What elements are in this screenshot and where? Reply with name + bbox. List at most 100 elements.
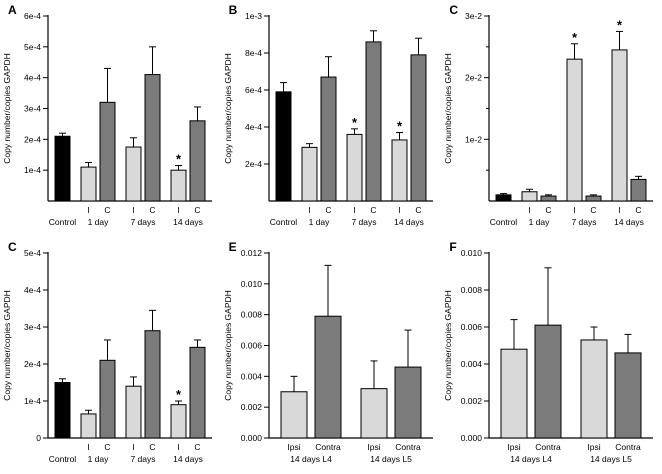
bar [189,346,206,439]
y-axis-title: Copy number/copies GAPDH [443,53,453,164]
bar [54,382,71,439]
x-tick-label: Contra [616,442,642,452]
bar-chart-f: 0.000 0.002 0.004 0.006 0.008 0.010 Ipsi Contra… [441,237,662,474]
x-tick-label: Contra [315,442,341,452]
y-tick-label: 8e-4 [245,48,262,58]
x-tick-label: C [546,205,552,215]
chart-panel-a: A 1e-4 2e-4 3e-4 4e-4 5e-4 6e-4 I C I C * I C Control… [0,0,221,237]
x-tick-label: I [132,205,134,215]
y-axis-title: Copy number/copies GAPDH [223,53,233,164]
y-tick-label: 0.010 [240,279,262,289]
y-tick-label: 0.000 [461,433,483,443]
group-label: Control [269,217,297,227]
bar [585,195,602,202]
x-tick-label: C [415,205,421,215]
chart-panel-b: B 2e-4 4e-4 6e-4 8e-4 1e-3 I C * I C * I C Control 1 d… [221,0,442,237]
x-tick-label: C [104,442,110,452]
panel-letter: A [8,3,17,17]
chart-panel-c-bottom: C 0 1e-4 2e-4 3e-4 4e-4 5e-4 I C I C * I C Control 1 d… [0,237,221,474]
group-label: 7 days [130,454,155,464]
group-label: 1 day [88,217,110,227]
chart-panel-c-top: C 1e-2 2e-2 3e-2 I C * I C * I C Control 1 day 7 days… [441,0,662,237]
bar [394,366,422,439]
panel-letter: B [228,3,238,17]
x-tick-label: C [194,205,200,215]
bar [144,74,161,202]
x-tick-label: Contra [536,442,562,452]
bar [80,166,97,202]
x-tick-label: C [104,205,110,215]
group-label: Control [49,454,77,464]
x-tick-label: I [353,205,355,215]
x-tick-label: I [619,205,621,215]
x-tick-label: I [177,205,179,215]
bar-chart-c-top: 1e-2 2e-2 3e-2 I C * I C * I C Control 1 day 7 days 14… [441,0,662,242]
y-tick-label: 6e-4 [24,11,41,21]
y-tick-label: 2e-2 [465,73,482,83]
group-label: 14 days [173,217,203,227]
y-tick-label: 2e-4 [24,359,41,369]
group-label: 7 days [351,217,376,227]
bar [301,146,318,202]
x-tick-label: C [636,205,642,215]
bar [534,324,562,439]
significance-asterisk: * [617,17,623,32]
x-tick-label: I [177,442,179,452]
x-tick-label: I [132,442,134,452]
bar [614,352,642,439]
bar [125,146,142,202]
y-tick-label: 0.006 [240,341,262,351]
bar [80,413,97,439]
y-tick-label: 0 [36,433,41,443]
significance-asterisk: * [176,152,182,167]
y-tick-label: 0.002 [461,396,483,406]
y-tick-label: 6e-4 [245,85,262,95]
x-tick-label: C [149,442,155,452]
group-label: 14 days L4 [511,454,553,464]
x-tick-label: C [194,442,200,452]
chart-panel-e: E 0.000 0.002 0.004 0.006 0.008 0.010 0.012 Ips… [221,237,442,474]
bar-chart-c-bottom: 0 1e-4 2e-4 3e-4 4e-4 5e-4 I C I C * I C Control 1 day… [0,237,221,474]
bar [125,385,142,439]
bar [630,178,647,202]
bar [99,101,116,202]
y-tick-label: 2e-4 [24,134,41,144]
bar [189,120,206,202]
y-tick-label: 0.010 [461,248,483,258]
x-tick-label: Ipsi [588,442,601,452]
group-label: 14 days L5 [591,454,633,464]
chart-svg: 2e-4 4e-4 6e-4 8e-4 1e-3 I C * I C * I C Control 1 day… [223,11,433,227]
x-tick-label: I [308,205,310,215]
panel-letter: C [8,240,17,254]
bar [360,388,388,439]
y-tick-label: 5e-4 [24,42,41,52]
bar [540,195,557,202]
bar [170,169,187,202]
chart-svg: 1e-2 2e-2 3e-2 I C * I C * I C Control 1 day 7 days 14… [443,11,654,227]
x-tick-label: C [149,205,155,215]
y-tick-label: 4e-4 [245,122,262,132]
significance-asterisk: * [352,115,358,130]
group-label: 14 days L4 [290,454,332,464]
group-label: 7 days [572,217,597,227]
bar [170,404,187,439]
y-tick-label: 0.000 [240,433,262,443]
y-tick-label: 3e-2 [465,11,482,21]
x-tick-label: I [87,205,89,215]
x-tick-label: I [529,205,531,215]
y-tick-label: 0.004 [461,359,483,369]
panel-letter: F [449,240,457,254]
x-tick-label: I [87,442,89,452]
chart-svg: 0.000 0.002 0.004 0.006 0.008 0.010 Ipsi Contra… [443,248,654,464]
bar [346,133,363,202]
bar [611,49,628,202]
y-axis-title: Copy number/copies GAPDH [2,53,12,164]
x-tick-label: Ipsi [367,442,380,452]
bar [99,359,116,439]
y-tick-label: 0.002 [240,402,262,412]
y-tick-label: 1e-3 [245,11,262,21]
bar [314,315,342,439]
y-tick-label: 3e-4 [24,322,41,332]
group-label: 14 days [394,217,424,227]
group-label: Control [490,217,518,227]
